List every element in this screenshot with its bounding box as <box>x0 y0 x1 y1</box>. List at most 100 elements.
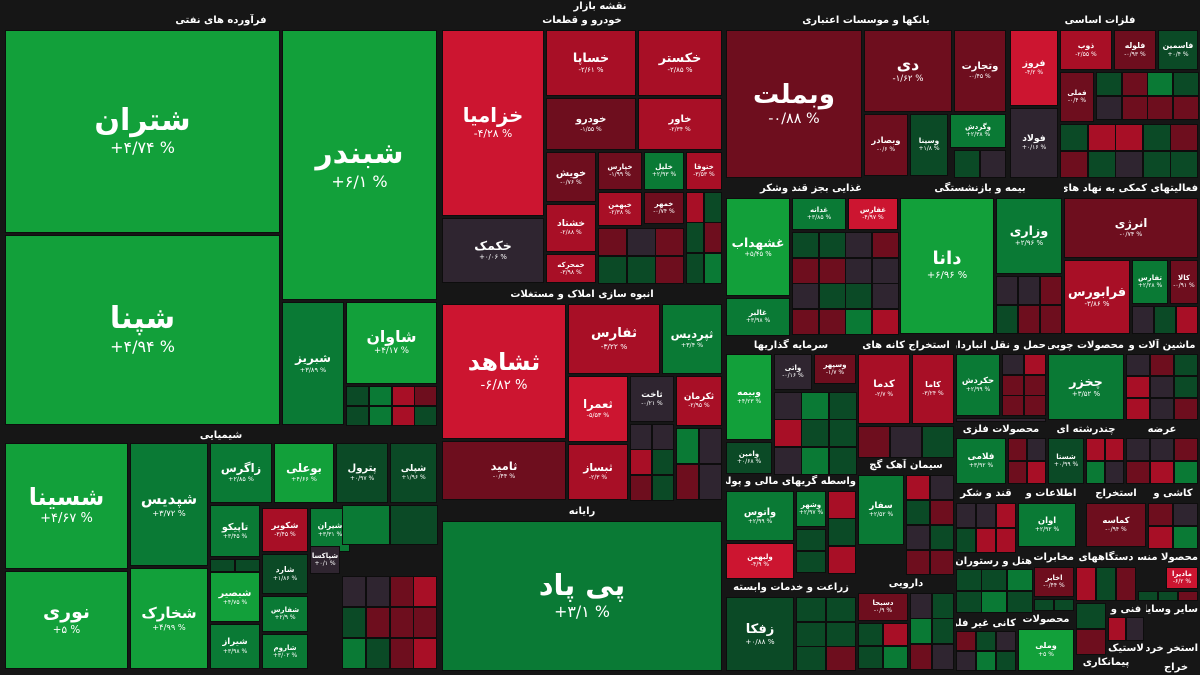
tile-بوعلی[interactable]: بوعلی +۴/۶۶ % <box>274 443 334 503</box>
minor-tile[interactable] <box>390 638 414 669</box>
minor-tile[interactable] <box>996 276 1018 305</box>
minor-tile[interactable] <box>1174 354 1198 376</box>
tile-شیراز[interactable]: شیراز +۳/۹۸ % <box>210 624 260 669</box>
minor-tile[interactable] <box>1096 96 1122 120</box>
minor-tile[interactable] <box>1027 438 1046 461</box>
minor-tile[interactable] <box>704 222 722 253</box>
minor-tile[interactable] <box>392 406 415 426</box>
tile-خکمک[interactable]: خکمک +۰/۰۶ % <box>442 218 544 283</box>
minor-tile[interactable] <box>981 569 1007 591</box>
minor-tile[interactable] <box>976 528 996 553</box>
minor-tile[interactable] <box>1158 591 1178 601</box>
minor-tile[interactable] <box>872 283 899 309</box>
minor-tile[interactable] <box>342 607 366 638</box>
minor-tile[interactable] <box>1126 461 1150 484</box>
minor-tile[interactable] <box>652 449 674 475</box>
minor-tile[interactable] <box>627 228 656 256</box>
tile-شبندر[interactable]: شبندر +۶/۱ % <box>282 30 437 300</box>
tile-شبصیر[interactable]: شبصیر +۴/۷۵ % <box>210 572 260 622</box>
tile-ثاخت[interactable]: ثاخت -۰/۲۱ % <box>630 376 674 422</box>
minor-tile[interactable] <box>845 309 872 335</box>
tile-خلیل[interactable]: خلیل +۲/۹۳ % <box>644 152 684 190</box>
minor-tile[interactable] <box>1024 354 1046 375</box>
minor-tile[interactable] <box>1008 438 1027 461</box>
tile-حکردش[interactable]: حکردش +۲/۹۹ % <box>956 354 1000 416</box>
minor-tile[interactable] <box>796 529 826 551</box>
minor-tile[interactable] <box>390 607 414 638</box>
minor-tile[interactable] <box>996 631 1016 651</box>
minor-tile[interactable] <box>342 505 390 545</box>
minor-tile[interactable] <box>956 503 976 528</box>
tile-وسپهر[interactable]: وسپهر -۱/۷ % <box>814 354 856 384</box>
minor-tile[interactable] <box>828 546 856 574</box>
tile-ثکرمان[interactable]: ثکرمان -۲/۹۵ % <box>676 376 722 426</box>
tile-شاروم[interactable]: شاروم +۳/۰۲ % <box>262 634 308 669</box>
minor-tile[interactable] <box>829 447 857 475</box>
tile-واتی[interactable]: واتی -۰/۱۶ % <box>774 354 812 390</box>
minor-tile[interactable] <box>210 559 235 572</box>
minor-tile[interactable] <box>932 618 954 644</box>
tile-شسینا[interactable]: شسینا +۴/۶۷ % <box>5 443 128 569</box>
minor-tile[interactable] <box>932 644 954 670</box>
minor-tile[interactable] <box>996 503 1016 528</box>
minor-tile[interactable] <box>346 386 369 406</box>
minor-tile[interactable] <box>829 419 857 447</box>
minor-tile[interactable] <box>1154 306 1176 334</box>
minor-tile[interactable] <box>235 559 260 572</box>
tile-ثپردیس[interactable]: ثپردیس +۳/۴ % <box>662 304 722 374</box>
minor-tile[interactable] <box>796 597 826 622</box>
minor-tile[interactable] <box>1122 72 1148 96</box>
minor-tile[interactable] <box>1126 617 1144 641</box>
minor-tile[interactable] <box>906 500 930 525</box>
tile-فاسمین[interactable]: فاسمین +۰/۴ % <box>1158 30 1198 70</box>
minor-tile[interactable] <box>981 591 1007 613</box>
tile-انرژی[interactable]: انرژی -۰/۷۴ % <box>1064 198 1198 258</box>
tile-فولاد[interactable]: فولاد +۰/۱۶ % <box>1010 108 1058 178</box>
minor-tile[interactable] <box>598 228 627 256</box>
minor-tile[interactable] <box>1076 603 1106 629</box>
tile-شبریز[interactable]: شبریز +۳/۸۹ % <box>282 302 344 425</box>
minor-tile[interactable] <box>1174 461 1198 484</box>
minor-tile[interactable] <box>956 651 976 671</box>
minor-tile[interactable] <box>774 419 802 447</box>
minor-tile[interactable] <box>906 525 930 550</box>
minor-tile[interactable] <box>996 528 1016 553</box>
tile-فملی[interactable]: فملی -۰/۴ % <box>1060 72 1094 122</box>
minor-tile[interactable] <box>910 593 932 619</box>
minor-tile[interactable] <box>1170 124 1198 151</box>
minor-tile[interactable] <box>1174 376 1198 398</box>
minor-tile[interactable] <box>655 228 684 256</box>
minor-tile[interactable] <box>1040 276 1062 305</box>
minor-tile[interactable] <box>1143 151 1171 178</box>
minor-tile[interactable] <box>910 644 932 670</box>
minor-tile[interactable] <box>1173 96 1199 120</box>
tile-اخابر[interactable]: اخابر -۰/۴۴ % <box>1034 567 1074 597</box>
tile-وتجارت[interactable]: وتجارت -۰/۴۵ % <box>954 30 1006 112</box>
minor-tile[interactable] <box>1150 398 1174 420</box>
tile-وملی[interactable]: وملی +۵ % <box>1018 629 1074 671</box>
minor-tile[interactable] <box>906 475 930 500</box>
tile-ثعمرا[interactable]: ثعمرا -۵/۵۳ % <box>568 376 628 442</box>
minor-tile[interactable] <box>930 550 954 575</box>
minor-tile[interactable] <box>792 309 819 335</box>
minor-tile[interactable] <box>910 618 932 644</box>
minor-tile[interactable] <box>655 256 684 284</box>
tile-خاور[interactable]: خاور -۲/۳۴ % <box>638 98 722 150</box>
minor-tile[interactable] <box>390 505 438 545</box>
minor-tile[interactable] <box>801 447 829 475</box>
minor-tile[interactable] <box>1126 438 1150 461</box>
tile-شستا[interactable]: شستا +۰/۹۹ % <box>1048 438 1084 484</box>
minor-tile[interactable] <box>1147 72 1173 96</box>
minor-tile[interactable] <box>1115 151 1143 178</box>
minor-tile[interactable] <box>1174 398 1198 420</box>
minor-tile[interactable] <box>829 392 857 420</box>
minor-tile[interactable] <box>828 491 856 519</box>
minor-tile[interactable] <box>1086 438 1105 461</box>
minor-tile[interactable] <box>980 150 1006 178</box>
minor-tile[interactable] <box>369 386 392 406</box>
minor-tile[interactable] <box>704 253 722 284</box>
minor-tile[interactable] <box>392 386 415 406</box>
minor-tile[interactable] <box>1147 96 1173 120</box>
minor-tile[interactable] <box>704 192 722 223</box>
minor-tile[interactable] <box>801 419 829 447</box>
